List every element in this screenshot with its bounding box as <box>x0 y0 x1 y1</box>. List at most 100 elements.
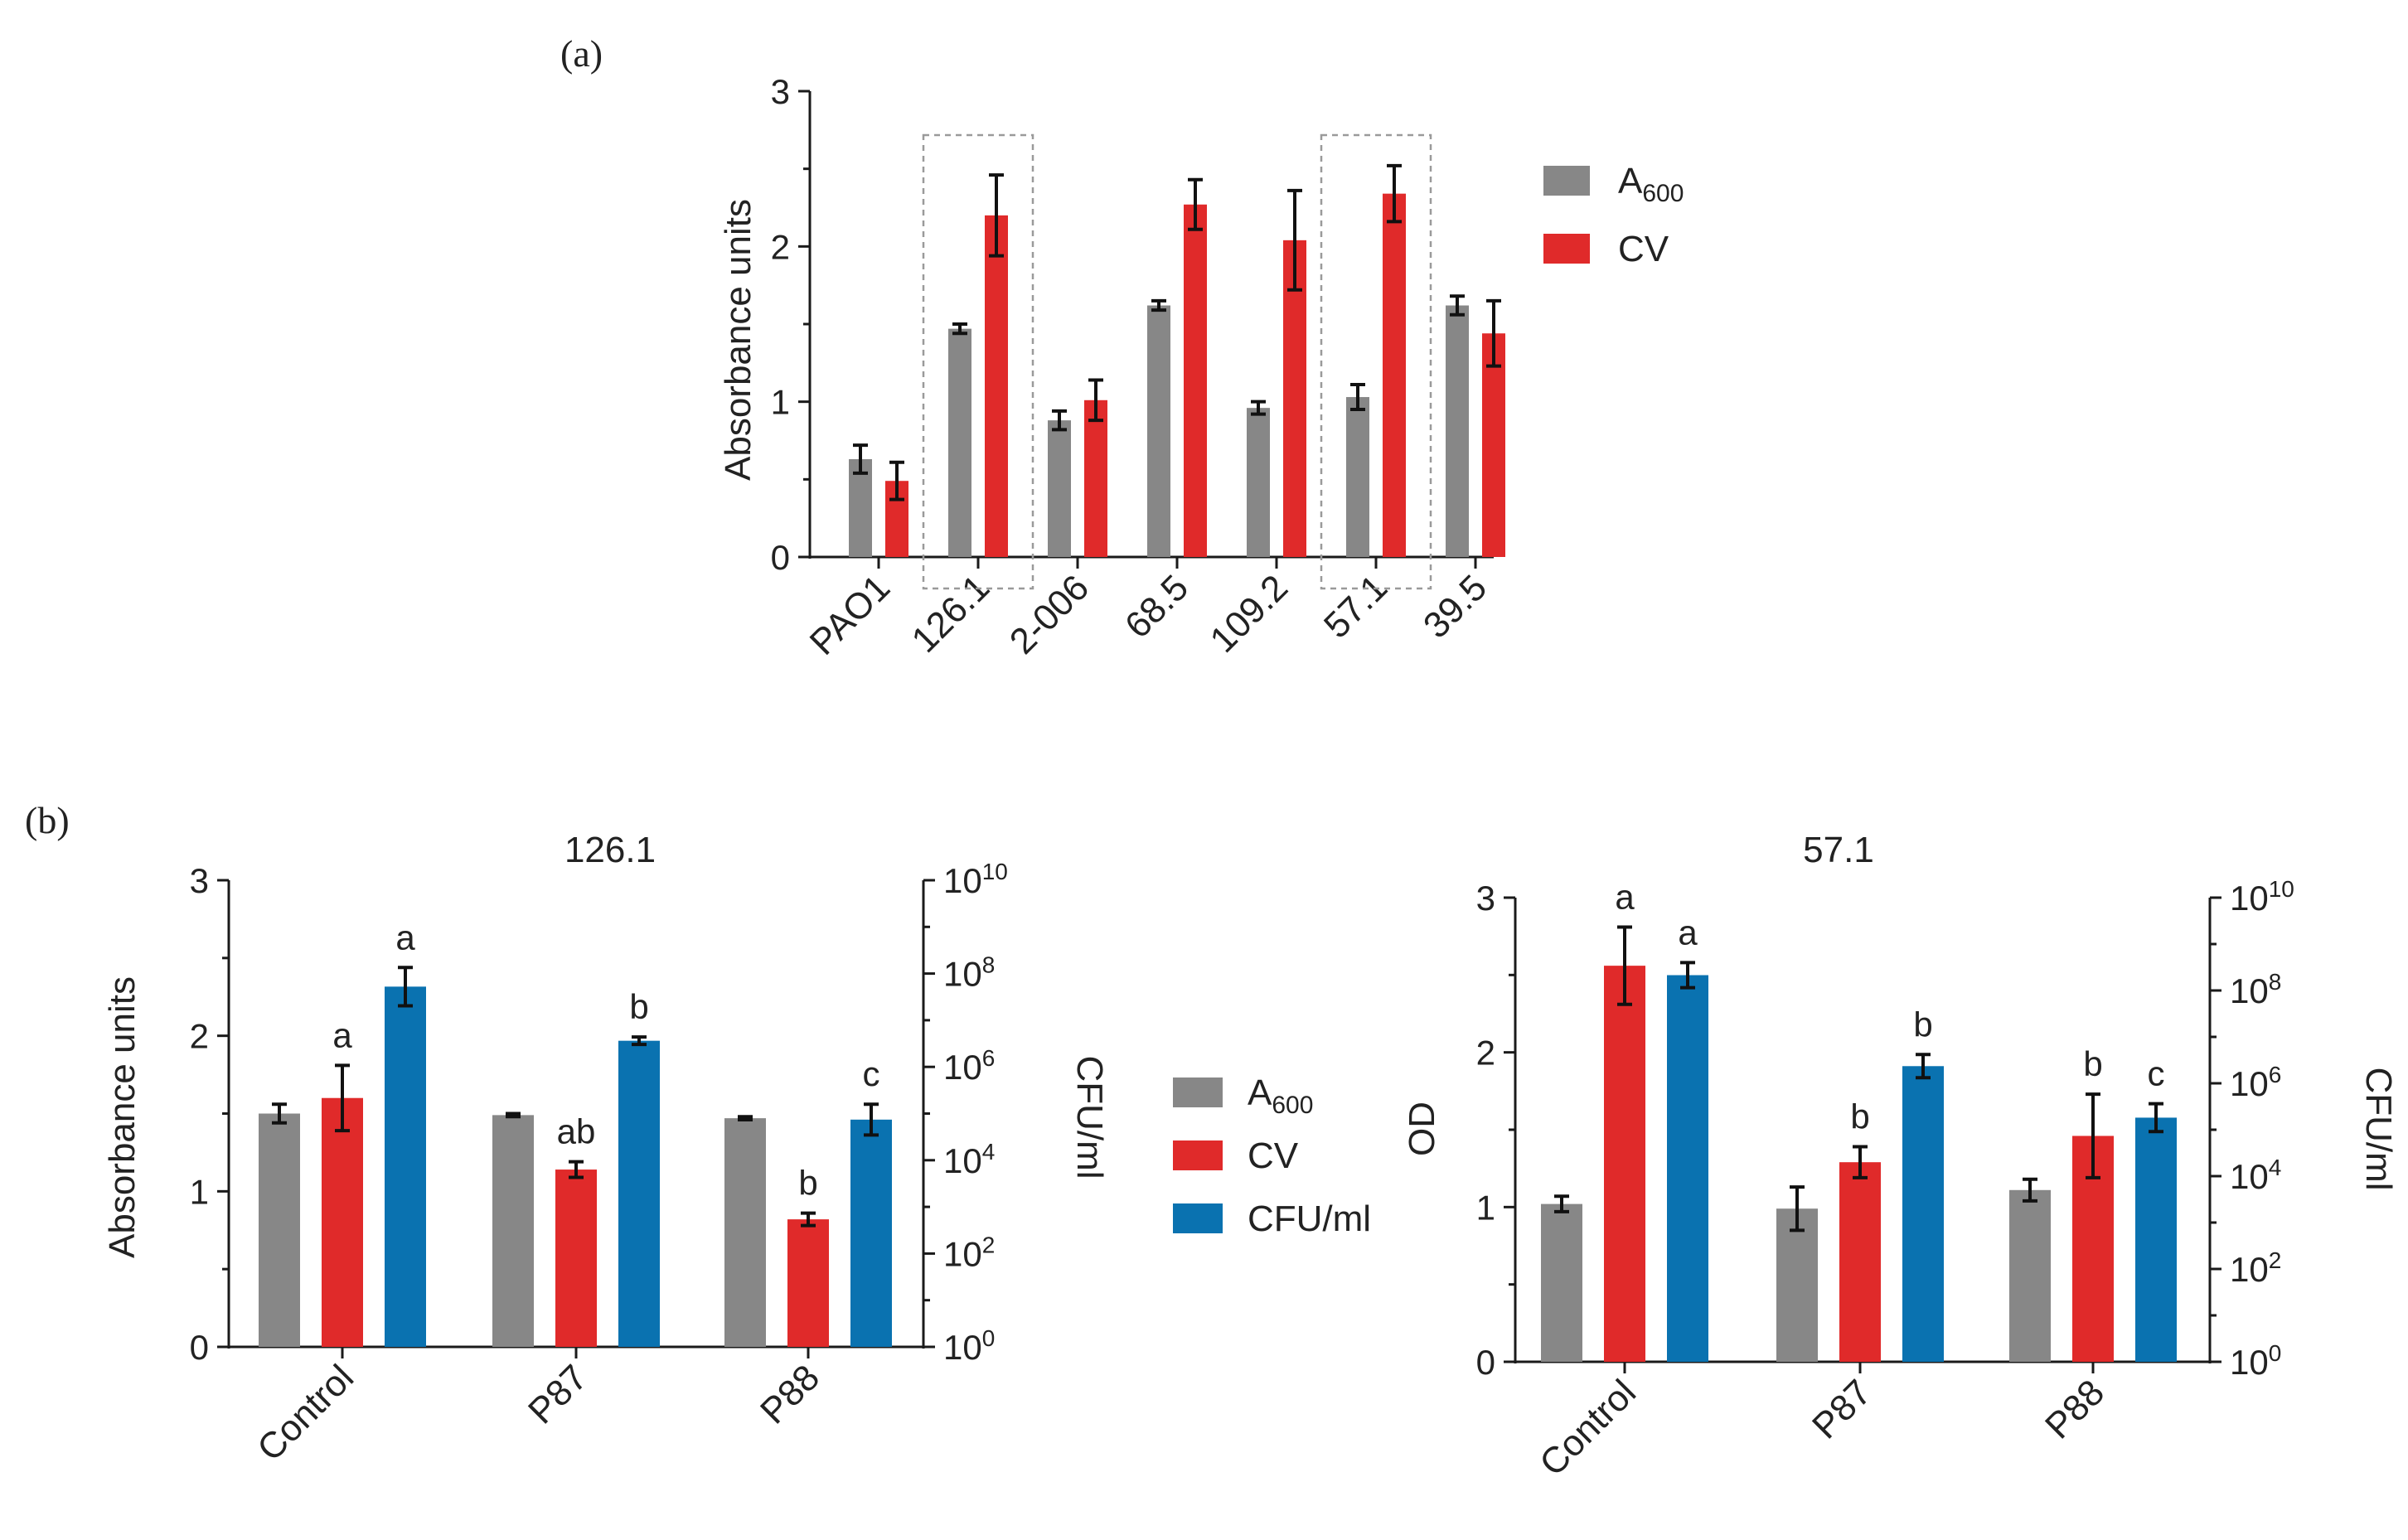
legend-b-label-cv: CV <box>1248 1136 1299 1176</box>
chart-b1-ytick-label: 1 <box>190 1172 209 1211</box>
chart-b1-xtick-label: Control <box>250 1357 361 1469</box>
chart-b2-y2tick-label: 108 <box>2230 969 2281 1010</box>
chart-a-ylabel: Absorbance units <box>718 199 758 481</box>
chart-b1-ylabel: Absorbance units <box>102 976 143 1258</box>
chart-b1-y2label: CFU/ml <box>1069 1055 1110 1179</box>
chart-b2-sig-letter-cv: b <box>2083 1044 2102 1083</box>
chart-b1-bar-a600 <box>492 1115 534 1347</box>
legend-a: A600 CV <box>1543 161 1684 269</box>
chart-b2-xtick-label: Control <box>1532 1372 1644 1484</box>
chart-b1: 126.1 Absorbance units CFU/ml 0 1 2 3 100 102… <box>102 830 1110 1469</box>
chart-a-xtick-label: 39.5 <box>1416 567 1495 646</box>
chart-b1-y2tick-label: 108 <box>943 952 995 994</box>
legend-a-label-a600: A600 <box>1618 161 1684 207</box>
chart-a-bar-a600 <box>1346 397 1369 557</box>
chart-b2-bar-cv <box>1839 1162 1881 1362</box>
chart-b2-y2tick-label: 1010 <box>2230 876 2294 918</box>
chart-a-ytick-label: 3 <box>771 72 790 111</box>
legend-a-swatch-cv <box>1543 234 1590 264</box>
panel-label-b: (b) <box>25 799 70 841</box>
chart-b2-ylabel: OD <box>1402 1102 1442 1156</box>
chart-b2-bar-a600 <box>2009 1189 2051 1362</box>
chart-b1-sig-letter-cv: ab <box>557 1112 596 1151</box>
chart-a-xtick-label: 68.5 <box>1117 567 1196 646</box>
chart-b2-xtick-label: P87 <box>1805 1372 1879 1446</box>
chart-b1-sig-letter-cfu: a <box>395 918 415 956</box>
chart-b1-y2tick-label: 104 <box>943 1139 995 1180</box>
chart-b1-y2tick-label: 1010 <box>943 859 1008 900</box>
chart-b2-y2tick-label: 100 <box>2230 1340 2281 1382</box>
chart-b1-bar-cv <box>787 1219 829 1347</box>
chart-b2-sig-letter-cfu: a <box>1678 913 1698 952</box>
chart-b1-bar-a600 <box>259 1113 300 1347</box>
chart-a-xtick-label: 126.1 <box>904 567 998 661</box>
chart-b2-y2label: CFU/ml <box>2358 1067 2399 1190</box>
chart-b2-bar-cfu <box>2135 1117 2177 1362</box>
chart-b2: 57.1 OD CFU/ml 0 1 2 3 100 102 104 106 108 1010 Co… <box>1402 830 2399 1484</box>
chart-a-highlight-box <box>1320 133 1432 590</box>
chart-b1-sig-letter-cfu: b <box>629 987 648 1026</box>
chart-a-bar-a600 <box>849 458 872 557</box>
panel-label-a: (a) <box>560 32 603 75</box>
chart-b2-y2tick-label: 104 <box>2230 1155 2281 1196</box>
chart-b1-ytick-label: 2 <box>190 1017 209 1056</box>
chart-b1-bar-cv <box>555 1170 597 1347</box>
chart-b2-bar-cv <box>1604 966 1645 1362</box>
chart-a: Absorbance units 0 1 2 3 PAO1 126.1 2-006 68.5 1… <box>718 72 1505 663</box>
chart-b2-sig-letter-cfu: c <box>2148 1054 2165 1093</box>
chart-b2-xtick-label: P88 <box>2037 1372 2112 1446</box>
chart-a-bar-a600 <box>1446 305 1469 557</box>
chart-b1-bar-cv <box>322 1097 363 1347</box>
legend-b-label-a600: A600 <box>1248 1073 1313 1119</box>
chart-b1-sig-letter-cfu: c <box>863 1054 880 1093</box>
chart-b2-ytick-label: 1 <box>1476 1188 1495 1227</box>
chart-a-xtick-label: PAO1 <box>802 567 898 662</box>
chart-a-bar-a600 <box>1048 420 1071 557</box>
chart-b1-bar-cfu <box>618 1040 660 1347</box>
chart-b2-ytick-label: 2 <box>1476 1034 1495 1073</box>
chart-a-bar-a600 <box>1147 305 1170 557</box>
chart-b1-bar-a600 <box>724 1118 766 1347</box>
chart-a-xtick-label: 57.1 <box>1316 567 1395 646</box>
legend-b: A600 CV CFU/ml <box>1173 1073 1371 1239</box>
legend-b-swatch-cfu <box>1173 1203 1223 1233</box>
chart-a-bar-cv <box>1383 193 1406 557</box>
chart-a-xtick-label: 109.2 <box>1203 567 1296 661</box>
legend-a-label-cv: CV <box>1618 229 1669 269</box>
chart-b2-bar-a600 <box>1541 1203 1582 1362</box>
chart-b2-sig-letter-cv: a <box>1615 877 1635 916</box>
chart-b2-ytick-label: 0 <box>1476 1343 1495 1382</box>
chart-b1-bar-cfu <box>850 1119 892 1347</box>
chart-b2-y2tick-label: 106 <box>2230 1062 2281 1103</box>
chart-a-xtick-label: 2-006 <box>1002 567 1097 661</box>
chart-b1-xtick-label: P88 <box>753 1357 827 1431</box>
chart-b1-ytick-label: 3 <box>190 861 209 900</box>
chart-a-bar-cv <box>985 215 1008 557</box>
legend-a-swatch-a600 <box>1543 166 1590 196</box>
chart-b1-title: 126.1 <box>564 830 656 870</box>
chart-a-bar-cv <box>1283 240 1306 557</box>
chart-a-highlight-box <box>922 133 1034 590</box>
chart-a-ytick-label: 0 <box>771 538 790 577</box>
chart-b1-sig-letter-cv: a <box>332 1015 352 1054</box>
chart-a-bar-cv <box>1084 400 1107 557</box>
chart-b1-xtick-label: P87 <box>521 1357 595 1431</box>
chart-b2-y2tick-label: 102 <box>2230 1247 2281 1289</box>
chart-b1-y2tick-label: 102 <box>943 1232 995 1273</box>
chart-b2-bar-a600 <box>1776 1208 1818 1362</box>
chart-b2-bar-cfu <box>1667 975 1708 1362</box>
chart-b1-bar-cfu <box>385 986 426 1347</box>
chart-a-ytick-label: 2 <box>771 227 790 266</box>
legend-b-swatch-cv <box>1173 1140 1223 1170</box>
chart-b2-sig-letter-cfu: b <box>1913 1005 1932 1044</box>
chart-a-bar-a600 <box>948 328 971 557</box>
chart-b1-y2tick-label: 100 <box>943 1325 995 1367</box>
chart-b2-bar-cfu <box>1902 1066 1944 1362</box>
chart-a-bar-cv <box>1184 204 1207 557</box>
legend-b-swatch-a600 <box>1173 1078 1223 1107</box>
chart-b1-y2tick-label: 106 <box>943 1045 995 1087</box>
chart-a-ytick-label: 1 <box>771 383 790 422</box>
chart-b2-ytick-label: 3 <box>1476 879 1495 918</box>
chart-b2-sig-letter-cv: b <box>1850 1097 1869 1136</box>
